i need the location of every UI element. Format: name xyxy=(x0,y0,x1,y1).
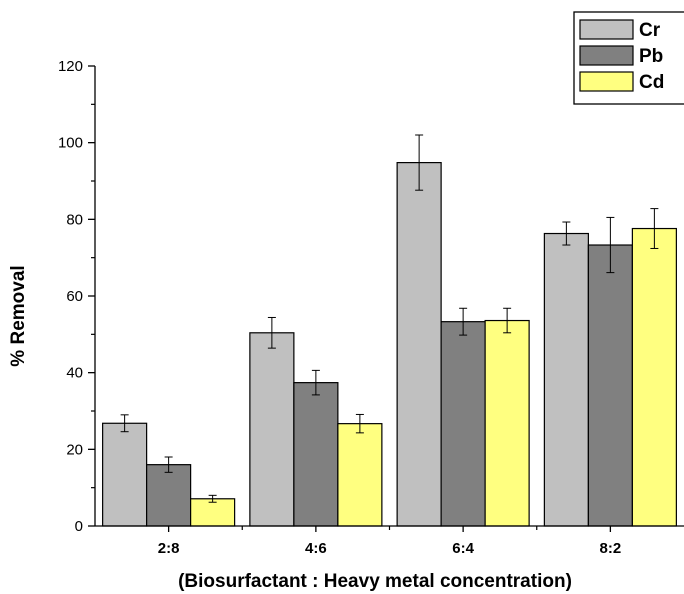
y-ticks: 0 20 40 60 80 100 120 xyxy=(58,58,95,535)
y-tick-label: 120 xyxy=(58,58,83,75)
bar-cd-8-2 xyxy=(631,227,677,527)
bar-pb-8-2 xyxy=(587,244,633,527)
y-axis-title: % Removal xyxy=(8,265,29,366)
x-category-label: 6:4 xyxy=(452,540,474,557)
legend-swatch-pb xyxy=(579,45,634,66)
bar-cd-6-4 xyxy=(484,319,530,527)
x-category-label: 8:2 xyxy=(600,540,622,557)
bar-cd-4-6 xyxy=(337,423,383,527)
legend-label-cr: Cr xyxy=(639,20,661,41)
x-category-label: 4:6 xyxy=(305,540,327,557)
legend-label-pb: Pb xyxy=(639,46,663,67)
y-tick-label: 40 xyxy=(66,365,83,382)
bar-pb-4-6 xyxy=(293,382,339,527)
bar-cr-2-8 xyxy=(102,422,148,527)
y-tick-label: 80 xyxy=(66,211,83,228)
y-tick-label: 100 xyxy=(58,135,83,152)
plot-area xyxy=(102,134,677,527)
legend: Cr Pb Cd xyxy=(573,11,684,105)
legend-swatch-cd xyxy=(579,71,634,92)
bar-pb-2-8 xyxy=(146,464,192,527)
legend-swatch-cr xyxy=(579,19,634,40)
bar-cr-8-2 xyxy=(543,232,589,527)
bar-cr-6-4 xyxy=(396,162,442,527)
y-tick-label: 60 xyxy=(66,288,83,305)
x-category-label: 2:8 xyxy=(158,540,180,557)
y-tick-label: 0 xyxy=(75,518,83,535)
y-tick-label: 20 xyxy=(66,441,83,458)
bar-cr-4-6 xyxy=(249,332,295,527)
x-axis-title: (Biosurfactant : Heavy metal concentrati… xyxy=(178,571,572,592)
x-ticks: 2:8 4:6 6:4 8:2 xyxy=(158,526,621,557)
legend-label-cd: Cd xyxy=(639,72,664,93)
bar-pb-6-4 xyxy=(440,321,486,527)
bar-cd-2-8 xyxy=(190,498,236,527)
